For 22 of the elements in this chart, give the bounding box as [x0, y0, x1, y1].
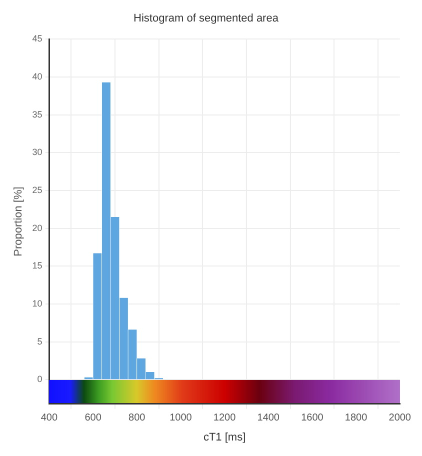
y-tick-label: 15 [32, 260, 42, 271]
y-tick-label: 30 [32, 147, 42, 158]
x-tick-label: 400 [40, 412, 58, 424]
x-tick-label: 600 [84, 412, 102, 424]
y-tick-label: 5 [37, 336, 42, 346]
x-tick-label: 1800 [344, 412, 368, 424]
y-tick-label: 10 [32, 298, 42, 308]
y-axis-title: Proportion [%] [12, 186, 25, 256]
x-tick-label: 1400 [257, 412, 280, 424]
y-tick-label: 35 [32, 109, 42, 120]
y-tick-label: 45 [32, 34, 42, 44]
x-tick-label: 800 [128, 412, 146, 424]
y-tick-label: 0 [37, 374, 42, 384]
x-tick-label: 2000 [388, 412, 412, 424]
x-tick-label: 1600 [301, 412, 324, 424]
y-tick-label: 25 [32, 184, 42, 195]
y-tick-label: 20 [32, 222, 42, 233]
x-tick-label: 1000 [170, 412, 192, 424]
chart-title: Histogram of segmented area [134, 12, 280, 25]
x-tick-label: 1200 [213, 412, 236, 424]
y-tick-label: 40 [32, 72, 42, 82]
x-axis-title: cT1 [ms] [203, 431, 246, 444]
